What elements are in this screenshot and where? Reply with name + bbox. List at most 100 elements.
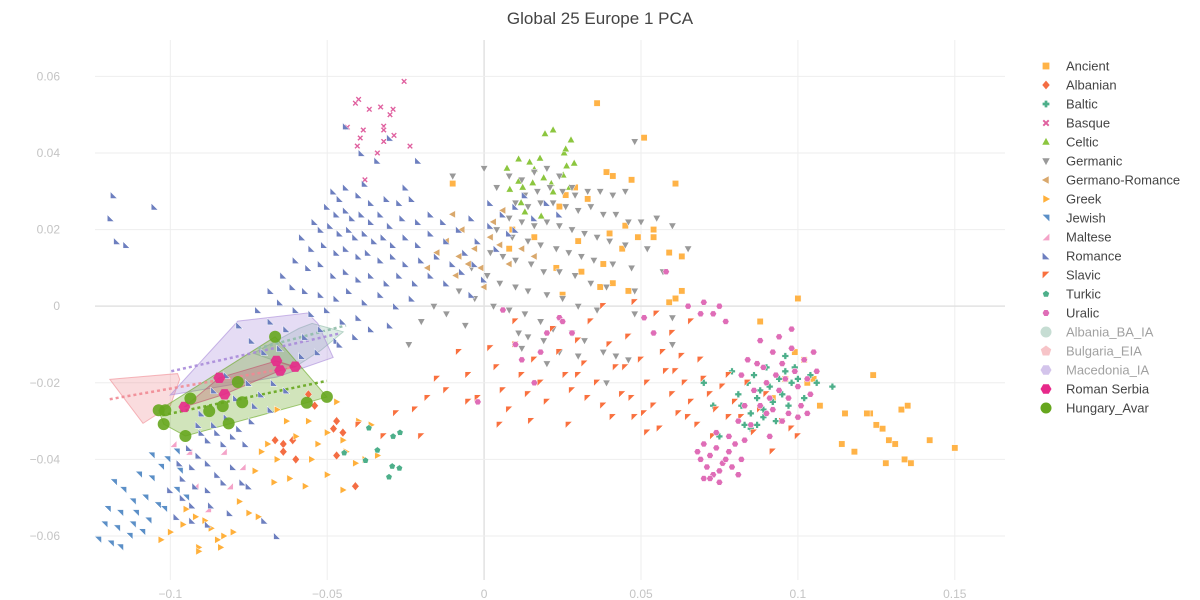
slavic-point[interactable] [574,371,583,380]
germanic-point[interactable] [530,222,539,231]
romance-point[interactable] [439,217,448,226]
jewish-point[interactable] [109,478,118,487]
greek-point[interactable] [283,416,291,426]
uralic-point[interactable] [750,387,758,394]
romance-point[interactable] [235,321,244,329]
ancient-point[interactable] [606,229,614,237]
germanic-point[interactable] [630,310,639,319]
greek-point[interactable] [314,439,323,449]
romance-point[interactable] [267,317,275,326]
germano-romance-point[interactable] [423,263,431,273]
uralic-point[interactable] [640,314,648,321]
slavic-point[interactable] [354,421,363,429]
romance-point[interactable] [361,229,369,238]
uralic-point[interactable] [762,379,771,386]
slavic-point[interactable] [693,421,702,429]
germanic-point[interactable] [492,184,501,192]
germanic-point[interactable] [489,303,498,311]
romance-point[interactable] [292,305,300,314]
romance-point[interactable] [499,210,507,218]
jewish-point[interactable] [134,471,143,479]
legend-item-uralic[interactable]: Uralic [1042,306,1100,321]
romance-point[interactable] [376,256,385,264]
romance-point[interactable] [342,267,351,276]
celtic-point[interactable] [528,178,537,186]
celtic-point[interactable] [535,153,545,162]
celtic-point[interactable] [548,125,558,133]
romance-point[interactable] [414,240,423,249]
greek-point[interactable] [230,527,238,537]
romance-point[interactable] [521,191,529,199]
uralic-point[interactable] [715,467,724,475]
slavic-point[interactable] [599,402,608,410]
germano-romance-point[interactable] [476,263,484,273]
slavic-point[interactable] [580,359,589,368]
greek-point[interactable] [195,547,204,556]
greek-point[interactable] [270,478,279,487]
jewish-point[interactable] [159,505,168,514]
romance-point[interactable] [188,462,197,471]
celtic-point[interactable] [559,148,569,156]
romance-point[interactable] [367,198,376,207]
germano-romance-point[interactable] [488,217,497,227]
germanic-point[interactable] [523,333,533,342]
romance-point[interactable] [336,229,344,238]
slavic-point[interactable] [423,394,432,403]
romance-point[interactable] [486,221,495,230]
hungary-avar-point[interactable] [184,392,197,405]
romance-point[interactable] [427,210,435,218]
uralic-point[interactable] [734,417,742,425]
germanic-point[interactable] [574,353,583,361]
romance-point[interactable] [188,501,197,509]
hungary-avar-point[interactable] [216,400,229,413]
germanic-point[interactable] [580,230,589,238]
uralic-point[interactable] [499,306,507,314]
ancient-point[interactable] [756,318,764,325]
uralic-point[interactable] [706,475,714,482]
uralic-point[interactable] [649,329,658,337]
germano-romance-point[interactable] [485,233,494,242]
romance-point[interactable] [122,240,131,249]
hungary-avar-point[interactable] [231,376,244,388]
basque-point[interactable] [380,138,388,145]
greek-point[interactable] [236,497,244,506]
uralic-point[interactable] [800,356,808,363]
romance-point[interactable] [402,183,410,192]
albanian-point[interactable] [291,454,300,465]
legend-item-roman-serbia[interactable]: Roman Serbia [1040,382,1150,397]
slavic-point[interactable] [794,432,802,441]
slavic-point[interactable] [527,417,536,426]
legend-item-albanian[interactable]: Albanian [1042,78,1117,93]
ancient-point[interactable] [901,455,909,463]
slavic-point[interactable] [555,348,564,357]
ancient-point[interactable] [584,195,592,203]
greek-point[interactable] [352,459,360,468]
romance-point[interactable] [282,325,291,333]
jewish-point[interactable] [147,451,156,460]
romance-point[interactable] [336,194,344,203]
slavic-point[interactable] [687,398,696,406]
basque-point[interactable] [377,103,384,111]
jewish-point[interactable] [119,486,127,495]
romance-point[interactable] [398,214,407,222]
greek-point[interactable] [274,405,282,414]
romance-point[interactable] [455,225,464,234]
romance-point[interactable] [511,202,520,211]
turkic-point[interactable] [340,449,348,456]
germanic-point[interactable] [429,303,439,311]
uralic-point[interactable] [712,429,720,436]
romance-point[interactable] [530,214,539,222]
germanic-point[interactable] [539,268,548,277]
jewish-point[interactable] [94,536,102,544]
legend-item-basque[interactable]: Basque [1042,116,1110,131]
romance-point[interactable] [389,252,398,261]
romance-point[interactable] [179,474,187,483]
germanic-point[interactable] [545,184,555,192]
germanic-point[interactable] [542,360,552,369]
romance-point[interactable] [367,271,376,280]
hungary-avar-point[interactable] [320,390,333,403]
roman-serbia-point[interactable] [274,365,287,376]
jewish-point[interactable] [141,494,149,502]
celtic-point[interactable] [548,187,558,195]
legend-item-albania-ba-ia[interactable]: Albania_BA_IA [1040,325,1154,340]
